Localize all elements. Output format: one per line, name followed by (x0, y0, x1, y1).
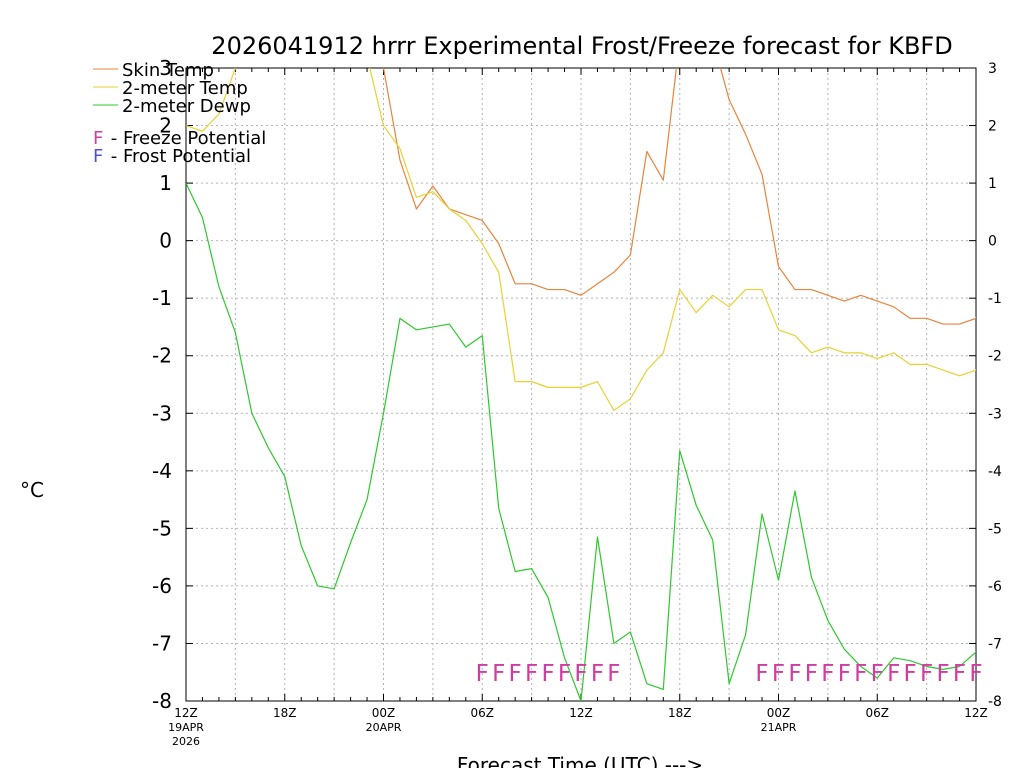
series-line-skin-temp (382, 68, 976, 325)
freeze-marker: F (920, 661, 933, 687)
freeze-marker: F (492, 661, 505, 687)
freeze-marker: F (953, 661, 966, 687)
freeze-marker: F (936, 661, 949, 687)
y-tick-label-right: 3 (988, 61, 997, 77)
x-tick-year-label: 2026 (172, 735, 200, 748)
y-tick-label-right: -5 (988, 521, 1002, 537)
series-line-2-meter-dewp (186, 182, 976, 701)
freeze-marker: F (854, 661, 867, 687)
y-tick-label-right: 0 (988, 234, 997, 250)
freeze-marker: F (772, 661, 785, 687)
freeze-marker: F (558, 661, 571, 687)
y-tick-label-left: -6 (152, 574, 172, 598)
x-tick-label: 18Z (273, 706, 297, 720)
x-axis-label: Forecast Time (UTC) ---> (457, 753, 703, 768)
x-tick-label: 00Z (767, 706, 791, 720)
x-tick-label: 12Z (569, 706, 593, 720)
legend-label-skin-temp: Skin Temp (122, 60, 214, 81)
freeze-marker: F (838, 661, 851, 687)
series-lines (186, 68, 976, 701)
freeze-marker: F (969, 661, 982, 687)
freeze-marker: F (805, 661, 818, 687)
y-tick-label-right: -7 (988, 636, 1002, 652)
legend: Skin Temp 2-meter Temp 2-meter Dewp F - … (93, 60, 266, 167)
y-tick-label-right: 1 (988, 176, 997, 192)
x-tick-sublabel: 21APR (761, 721, 797, 734)
axis-ticks: 3 3 2 2 1 1 0 0 -1 -1 -2 -2 -3 -3 -4 -4 -5 -5 -6 -6 -7 -7 -8 -8… (152, 56, 1002, 748)
y-tick-label-left: -1 (152, 286, 172, 310)
x-tick-label: 12Z (964, 706, 988, 720)
y-tick-label-left: -2 (152, 344, 172, 368)
y-tick-label-right: -8 (988, 694, 1002, 710)
x-tick-sublabel: 19APR (168, 721, 204, 734)
x-tick-label: 00Z (372, 706, 396, 720)
y-tick-label-left: -4 (152, 459, 172, 483)
y-tick-label-right: -6 (988, 579, 1002, 595)
y-tick-label-left: -5 (152, 516, 172, 540)
freeze-marker: F (509, 661, 522, 687)
y-tick-label-left: 2 (159, 114, 172, 138)
legend-frost-letter: F (93, 146, 103, 167)
freeze-marker: F (574, 661, 587, 687)
freeze-marker: F (541, 661, 554, 687)
freeze-marker: F (821, 661, 834, 687)
y-tick-label-right: -1 (988, 291, 1002, 307)
x-tick-label: 06Z (471, 706, 495, 720)
x-tick-label: 12Z (174, 706, 198, 720)
freeze-marker: F (755, 661, 768, 687)
y-tick-label-right: -4 (988, 464, 1002, 480)
legend-freeze-letter: F (93, 128, 103, 149)
x-tick-sublabel: 20APR (366, 721, 402, 734)
y-tick-label-right: 2 (988, 119, 997, 135)
legend-label-2m-temp: 2-meter Temp (122, 78, 248, 99)
legend-freeze-text: - Freeze Potential (105, 128, 266, 149)
grid (186, 68, 976, 701)
freeze-marker: F (525, 661, 538, 687)
freeze-marker: F (788, 661, 801, 687)
freeze-marker: F (887, 661, 900, 687)
y-tick-label-right: -3 (988, 406, 1002, 422)
y-tick-label-left: -3 (152, 401, 172, 425)
freeze-marker: F (904, 661, 917, 687)
y-tick-label-left: 1 (159, 171, 172, 195)
legend-frost-text: - Frost Potential (105, 146, 251, 167)
freeze-marker: F (607, 661, 620, 687)
y-tick-label-right: -2 (988, 349, 1002, 365)
chart-title: 2026041912 hrrr Experimental Frost/Freez… (211, 32, 952, 60)
x-tick-label: 06Z (866, 706, 890, 720)
y-tick-label-left: 3 (159, 56, 172, 80)
freeze-marker: F (871, 661, 884, 687)
series-line-2-meter-temp (186, 68, 976, 411)
freeze-marker: F (591, 661, 604, 687)
legend-label-2m-dewp: 2-meter Dewp (122, 96, 251, 117)
y-axis-label: °C (20, 478, 44, 502)
freeze-marker: F (476, 661, 489, 687)
y-tick-label-left: 0 (159, 229, 172, 253)
x-tick-label: 18Z (668, 706, 692, 720)
y-tick-label-left: -7 (152, 631, 172, 655)
y-tick-label-left: -8 (152, 689, 172, 713)
